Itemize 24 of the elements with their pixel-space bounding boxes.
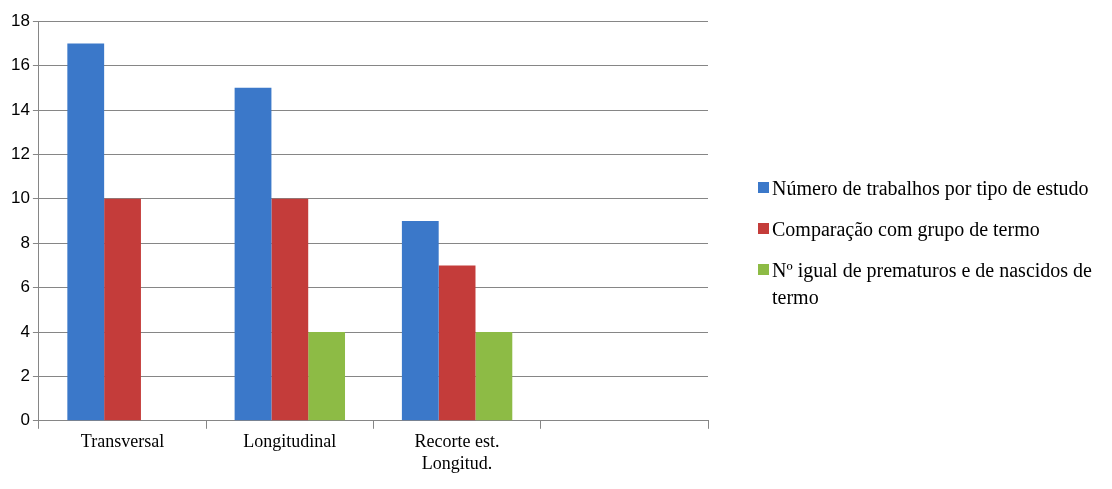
bar (401, 221, 439, 421)
bar (67, 43, 105, 421)
x-tick-label: Longitudinal (243, 431, 337, 452)
x-tick-label: Transversal (80, 431, 165, 452)
bar (104, 198, 141, 421)
y-tick-label: 0 (20, 410, 30, 430)
x-tick-label: Recorte est. Longitud. (414, 431, 500, 473)
bar (271, 198, 309, 421)
legend-label: Comparação com grupo de termo (772, 217, 1040, 243)
bar (438, 265, 476, 421)
y-tick-label: 10 (10, 188, 30, 208)
legend-label: Nº igual de prematuros e de nascidos de termo (772, 258, 1093, 310)
y-tick-label: 18 (10, 10, 30, 30)
bar (308, 332, 346, 421)
legend-label: Número de trabalhos por tipo de estudo (772, 176, 1089, 202)
bar (234, 87, 272, 421)
y-tick-label: 8 (20, 232, 30, 252)
y-tick-label: 16 (10, 55, 30, 75)
y-tick-label: 6 (20, 277, 30, 297)
y-tick-label: 4 (20, 321, 30, 341)
bar (475, 332, 513, 421)
y-tick-label: 14 (10, 99, 30, 119)
y-tick-label: 2 (20, 366, 30, 386)
y-tick-label: 12 (10, 144, 30, 164)
